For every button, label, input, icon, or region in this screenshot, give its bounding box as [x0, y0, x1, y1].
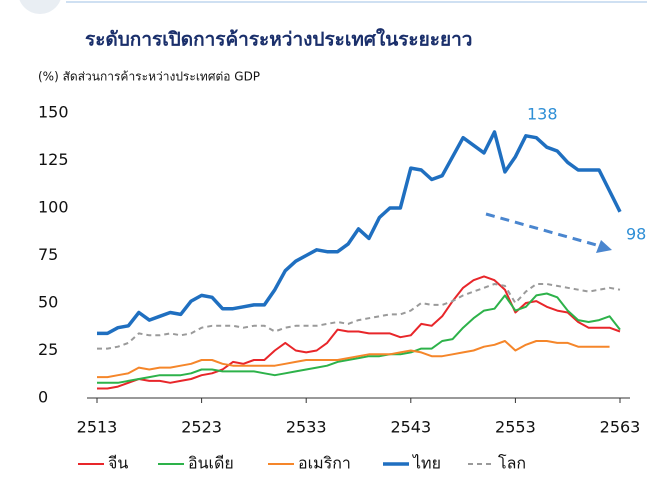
y-tick-label: 0: [38, 388, 48, 407]
annotation: 98: [626, 225, 646, 244]
legend-label: อินเดีย: [188, 454, 234, 473]
x-tick-label: 2563: [600, 418, 641, 437]
trend-arrow: [485, 212, 601, 248]
y-tick-label: 125: [38, 150, 69, 169]
y-tick-label: 100: [38, 198, 69, 217]
x-tick-label: 2543: [390, 418, 431, 437]
chart-title: ระดับการเปิดการค้าระหว่างประเทศในระยะยาว: [85, 28, 472, 51]
series-line: [97, 340, 610, 379]
x-tick-label: 2553: [495, 418, 536, 437]
y-tick-label: 25: [38, 340, 58, 359]
series-line: [97, 130, 622, 336]
y-tick-label: 50: [38, 293, 58, 312]
x-tick-label: 2533: [286, 418, 327, 437]
legend-label: ไทย: [411, 454, 441, 473]
annotation: 138: [527, 105, 558, 124]
x-tick-label: 2523: [181, 418, 222, 437]
legend-label: จีน: [108, 454, 128, 473]
series-line: [97, 283, 621, 350]
y-tick-label: 75: [38, 245, 58, 264]
series-line: [97, 292, 621, 384]
y-tick-label: 150: [38, 103, 69, 122]
y-axis-label: (%) สัดส่วนการค้าระหว่างประเทศต่อ GDP: [38, 70, 260, 84]
legend-label: อเมริกา: [298, 454, 351, 473]
header-icon: [19, 0, 61, 14]
series-line: [97, 275, 621, 390]
legend-label: โลก: [498, 454, 526, 473]
x-tick-label: 2513: [77, 418, 118, 437]
trend-arrow-head: [596, 240, 612, 253]
